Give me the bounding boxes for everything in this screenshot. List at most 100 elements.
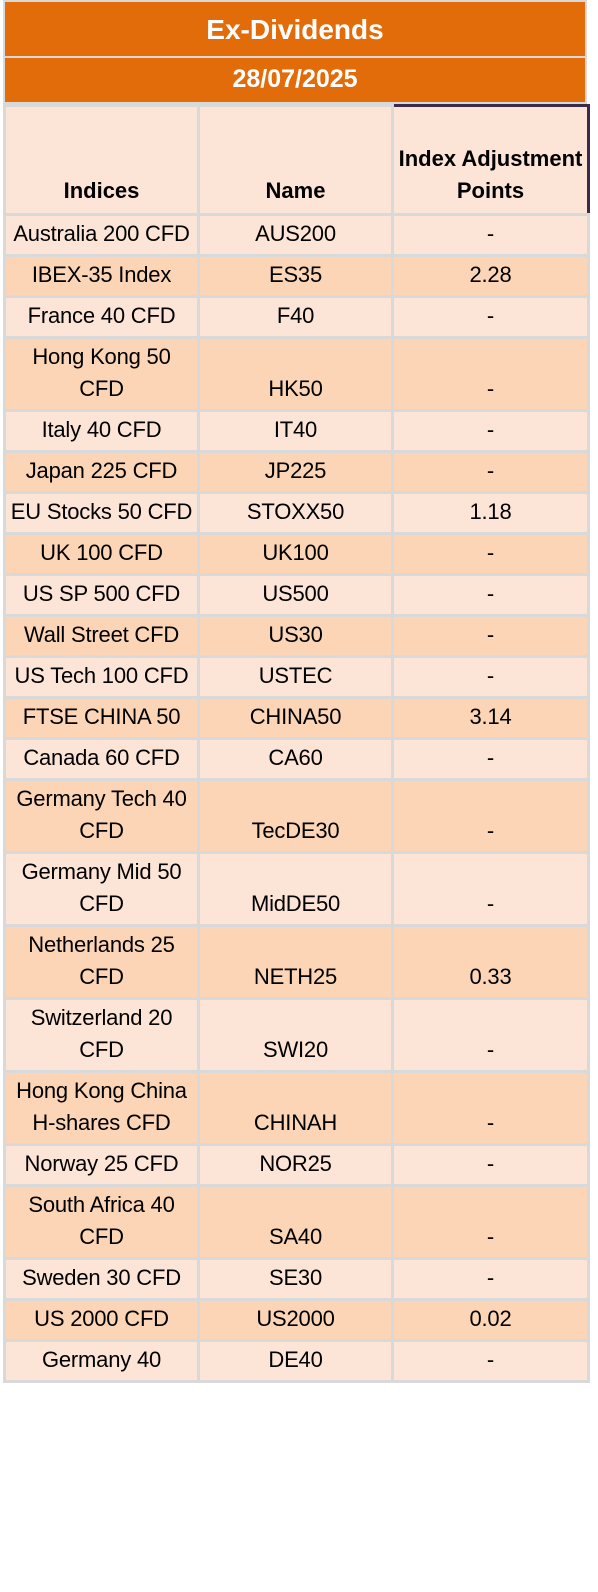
cell-index: Australia 200 CFD: [3, 213, 200, 257]
cell-index: Japan 225 CFD: [3, 450, 200, 494]
cell-index: Sweden 30 CFD: [3, 1257, 200, 1301]
cell-adjustment-points: -: [391, 295, 590, 339]
cell-name: US30: [197, 614, 394, 658]
cell-name: AUS200: [197, 213, 394, 257]
cell-adjustment-points: -: [391, 336, 590, 412]
table-row: FTSE CHINA 50 CHINA50 3.14: [3, 696, 590, 740]
cell-adjustment-points: -: [391, 614, 590, 658]
cell-index: FTSE CHINA 50: [3, 696, 200, 740]
table-row: Switzerland 20 CFD SWI20-: [3, 997, 590, 1073]
header-indices: Indices: [3, 104, 200, 216]
table-row: IBEX-35 Index ES35 2.28: [3, 254, 590, 298]
table-row: Hong Kong China H-shares CFD CHINAH -: [3, 1070, 590, 1146]
cell-adjustment-points: -: [391, 573, 590, 617]
cell-adjustment-points: -: [391, 532, 590, 576]
table-row: US Tech 100 CFD USTEC -: [3, 655, 590, 699]
cell-adjustment-points: -: [391, 409, 590, 453]
cell-name: CHINAH: [197, 1070, 394, 1146]
cell-name: TecDE30: [197, 778, 394, 854]
cell-index: Hong Kong 50 CFD: [3, 336, 200, 412]
cell-index: Wall Street CFD: [3, 614, 200, 658]
cell-name: UK100: [197, 532, 394, 576]
cell-name: CHINA50: [197, 696, 394, 740]
cell-adjustment-points: -: [391, 1339, 590, 1383]
table-row: US SP 500 CFD US500-: [3, 573, 590, 617]
table-row: Germany 40 DE40-: [3, 1339, 590, 1383]
cell-index: US SP 500 CFD: [3, 573, 200, 617]
table-row: Italy 40 CFD IT40-: [3, 409, 590, 453]
cell-name: STOXX50: [197, 491, 394, 535]
table-body: Australia 200 CFD AUS200- IBEX-35 Index ES3…: [3, 213, 590, 1383]
cell-adjustment-points: -: [391, 213, 590, 257]
cell-name: IT40: [197, 409, 394, 453]
cell-adjustment-points: 2.28: [391, 254, 590, 298]
cell-adjustment-points: 1.18: [391, 491, 590, 535]
ex-dividends-table: Indices Name Index Adjustment Points Aus…: [3, 104, 590, 1383]
cell-adjustment-points: -: [391, 1143, 590, 1187]
table-row: South Africa 40 CFD SA40-: [3, 1184, 590, 1260]
cell-adjustment-points: -: [391, 1257, 590, 1301]
cell-name: SA40: [197, 1184, 394, 1260]
cell-adjustment-points: -: [391, 997, 590, 1073]
cell-index: Norway 25 CFD: [3, 1143, 200, 1187]
cell-name: US500: [197, 573, 394, 617]
cell-name: CA60: [197, 737, 394, 781]
cell-index: Hong Kong China H-shares CFD: [3, 1070, 200, 1146]
cell-name: NOR25: [197, 1143, 394, 1187]
cell-adjustment-points: -: [391, 450, 590, 494]
cell-adjustment-points: -: [391, 655, 590, 699]
table-row: Wall Street CFD US30-: [3, 614, 590, 658]
cell-index: Switzerland 20 CFD: [3, 997, 200, 1073]
cell-adjustment-points: -: [391, 851, 590, 927]
table-row: UK 100 CFD UK100-: [3, 532, 590, 576]
header-name: Name: [197, 104, 394, 216]
table-row: Germany Tech 40 CFD TecDE30-: [3, 778, 590, 854]
cell-index: France 40 CFD: [3, 295, 200, 339]
cell-index: Germany 40: [3, 1339, 200, 1383]
cell-index: US Tech 100 CFD: [3, 655, 200, 699]
header-adjustment-points: Index Adjustment Points: [391, 104, 590, 216]
table-date: 28/07/2025: [3, 58, 587, 104]
cell-name: HK50: [197, 336, 394, 412]
table-row: Japan 225 CFD JP225-: [3, 450, 590, 494]
table-row: Netherlands 25 CFD NETH25 0.33: [3, 924, 590, 1000]
ex-dividends-table-container: Ex-Dividends 28/07/2025 Indices Name Ind…: [3, 0, 590, 1383]
cell-index: EU Stocks 50 CFD: [3, 491, 200, 535]
cell-adjustment-points: 0.02: [391, 1298, 590, 1342]
cell-index: IBEX-35 Index: [3, 254, 200, 298]
table-title: Ex-Dividends: [3, 0, 587, 58]
cell-name: NETH25: [197, 924, 394, 1000]
cell-adjustment-points: 3.14: [391, 696, 590, 740]
cell-name: MidDE50: [197, 851, 394, 927]
cell-name: US2000: [197, 1298, 394, 1342]
cell-index: Germany Tech 40 CFD: [3, 778, 200, 854]
cell-index: South Africa 40 CFD: [3, 1184, 200, 1260]
cell-index: Italy 40 CFD: [3, 409, 200, 453]
cell-name: SE30: [197, 1257, 394, 1301]
table-row: EU Stocks 50 CFD STOXX50 1.18: [3, 491, 590, 535]
cell-adjustment-points: -: [391, 1184, 590, 1260]
cell-name: F40: [197, 295, 394, 339]
table-row: Canada 60 CFD CA60-: [3, 737, 590, 781]
cell-name: JP225: [197, 450, 394, 494]
cell-name: SWI20: [197, 997, 394, 1073]
cell-adjustment-points: 0.33: [391, 924, 590, 1000]
table-row: Norway 25 CFD NOR25-: [3, 1143, 590, 1187]
cell-index: US 2000 CFD: [3, 1298, 200, 1342]
table-row: France 40 CFD F40-: [3, 295, 590, 339]
cell-index: Canada 60 CFD: [3, 737, 200, 781]
cell-index: Germany Mid 50 CFD: [3, 851, 200, 927]
cell-index: Netherlands 25 CFD: [3, 924, 200, 1000]
table-row: Hong Kong 50 CFD HK50-: [3, 336, 590, 412]
header-row: Indices Name Index Adjustment Points: [3, 104, 590, 216]
cell-name: DE40: [197, 1339, 394, 1383]
cell-index: UK 100 CFD: [3, 532, 200, 576]
cell-adjustment-points: -: [391, 737, 590, 781]
table-row: US 2000 CFD US2000 0.02: [3, 1298, 590, 1342]
cell-adjustment-points: -: [391, 778, 590, 854]
cell-name: ES35: [197, 254, 394, 298]
cell-name: USTEC: [197, 655, 394, 699]
table-row: Germany Mid 50 CFD MidDE50-: [3, 851, 590, 927]
cell-adjustment-points: -: [391, 1070, 590, 1146]
table-row: Sweden 30 CFD SE30-: [3, 1257, 590, 1301]
